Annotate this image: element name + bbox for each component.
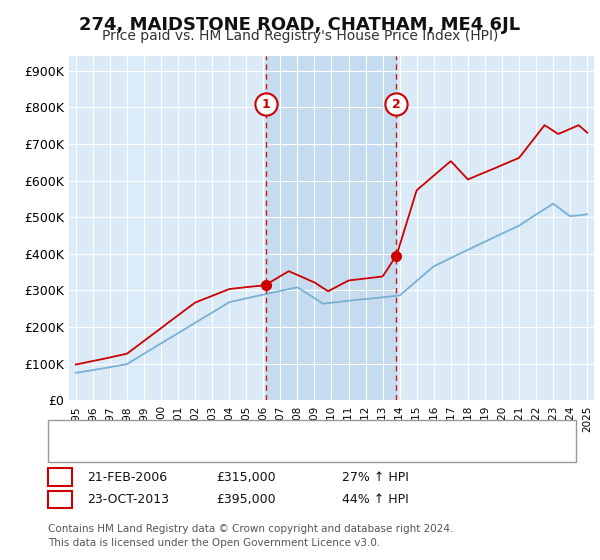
Text: Price paid vs. HM Land Registry's House Price Index (HPI): Price paid vs. HM Land Registry's House …	[102, 29, 498, 43]
Text: 2: 2	[56, 493, 64, 506]
Text: 1: 1	[261, 97, 270, 111]
Text: 44% ↑ HPI: 44% ↑ HPI	[342, 493, 409, 506]
Text: £395,000: £395,000	[216, 493, 275, 506]
Text: 21-FEB-2006: 21-FEB-2006	[87, 470, 167, 484]
Text: HPI: Average price, detached house, Medway: HPI: Average price, detached house, Medw…	[105, 444, 372, 457]
Text: 274, MAIDSTONE ROAD, CHATHAM, ME4 6JL (detached house): 274, MAIDSTONE ROAD, CHATHAM, ME4 6JL (d…	[105, 425, 470, 438]
Text: 23-OCT-2013: 23-OCT-2013	[87, 493, 169, 506]
Text: 2: 2	[392, 97, 401, 111]
Text: Contains HM Land Registry data © Crown copyright and database right 2024.
This d: Contains HM Land Registry data © Crown c…	[48, 524, 454, 548]
Text: 27% ↑ HPI: 27% ↑ HPI	[342, 470, 409, 484]
Bar	[266, 56, 397, 400]
Text: 274, MAIDSTONE ROAD, CHATHAM, ME4 6JL: 274, MAIDSTONE ROAD, CHATHAM, ME4 6JL	[79, 16, 521, 34]
Text: 1: 1	[56, 470, 64, 484]
Text: £315,000: £315,000	[216, 470, 275, 484]
